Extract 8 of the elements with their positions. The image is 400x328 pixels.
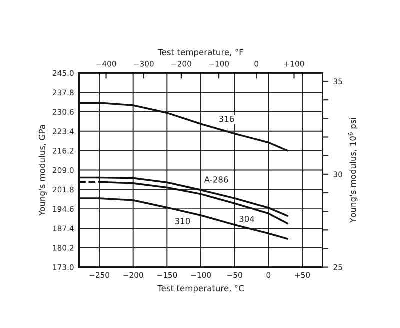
y-axis-title: Young's modulus, GPa (38, 125, 47, 216)
x2-axis-title: Test temperature, °F (158, 49, 244, 58)
annotation: 304 (240, 216, 254, 222)
annotation: 310 (175, 218, 190, 224)
y2-axis-title: Young's modulus, 10$^{6}$ psi (348, 118, 358, 224)
annotation: A-286 (204, 176, 228, 183)
annotation: 316 (219, 116, 234, 122)
x-axis-title: Test temperature, °C (158, 285, 244, 294)
